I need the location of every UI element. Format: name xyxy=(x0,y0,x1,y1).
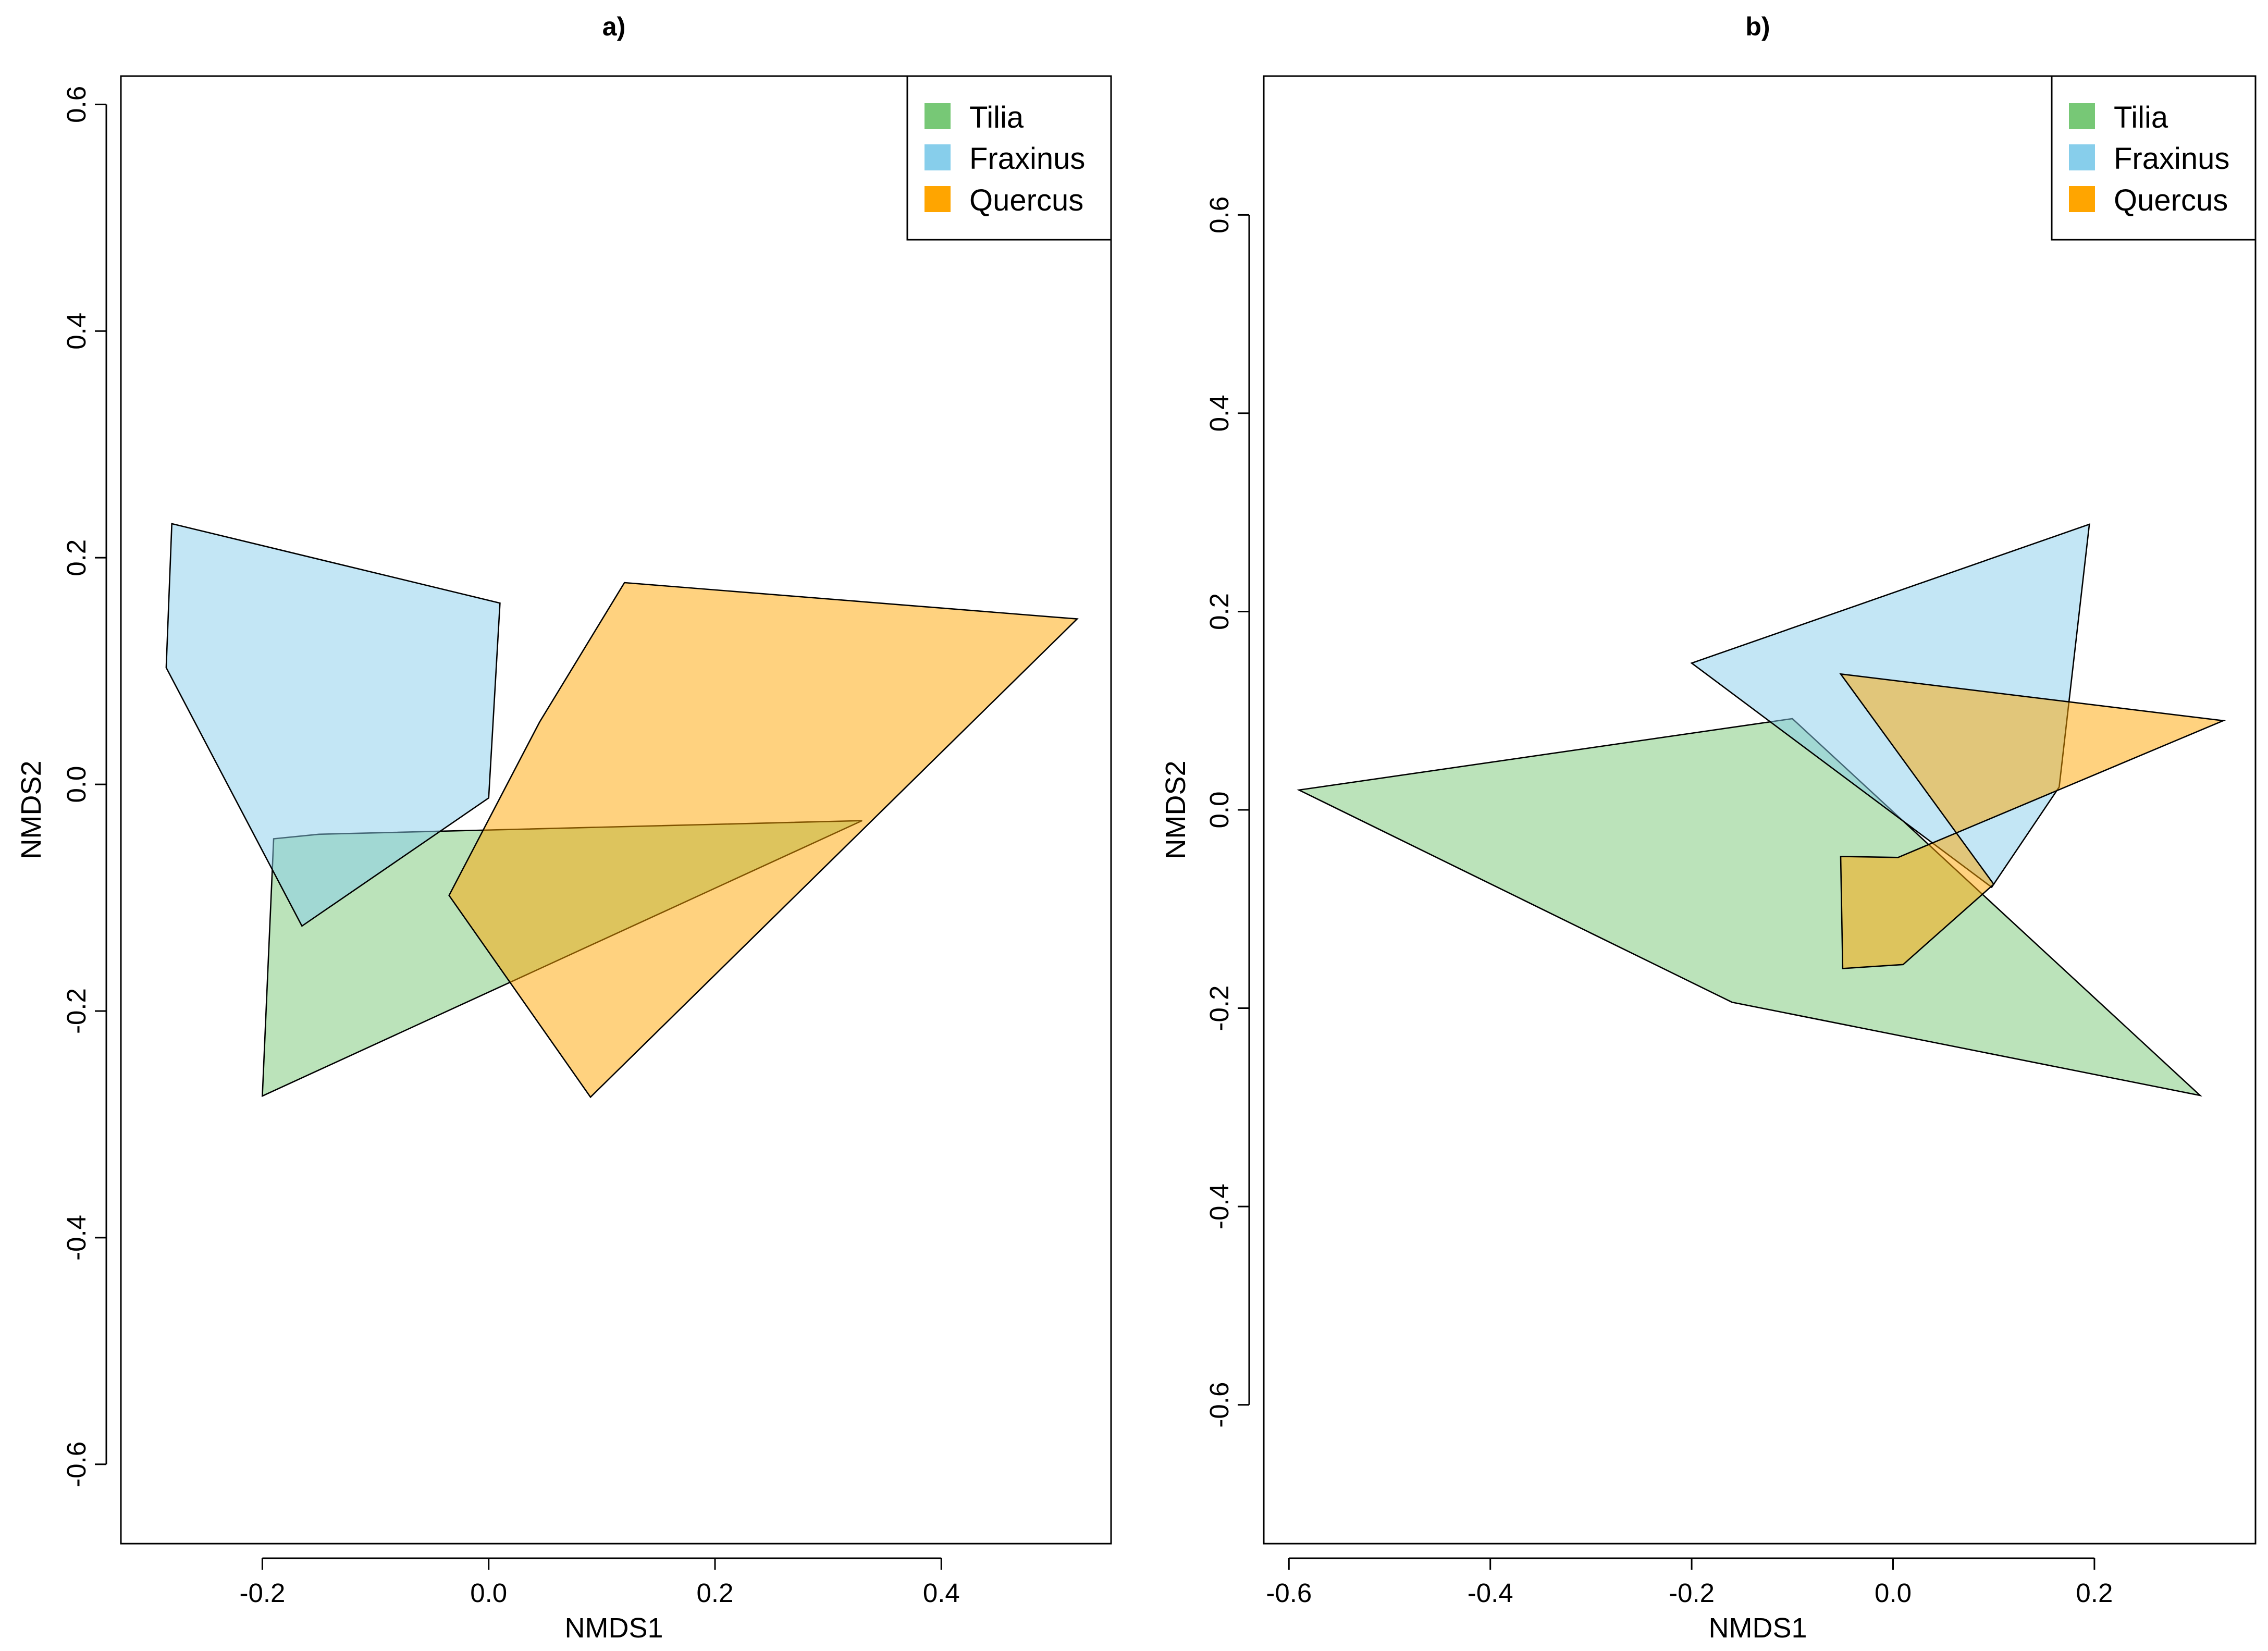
panel-b-x-tick-label: -0.4 xyxy=(1468,1578,1513,1608)
panel-a-plot-frame xyxy=(120,75,1112,1545)
panel-a-legend-swatch-tilia xyxy=(925,103,951,129)
panel-b-y-tick-label: -0.6 xyxy=(1204,1382,1234,1428)
panel-b-y-tick-label: -0.2 xyxy=(1204,985,1234,1031)
panel-b-x-axis-label: NMDS1 xyxy=(1708,1612,1807,1644)
panel-a: a) -0.2 0.0 0.2 0.4 -0.6 -0.4 -0.2 0.0 0.2 0.4 0.6… xyxy=(16,12,1112,1644)
panel-b: b) -0.6 -0.4 -0.2 0.0 0.2 -0.6 -0.4 -0.2 0.0 0.2 0… xyxy=(1160,12,2257,1644)
panel-a-x-axis-label: NMDS1 xyxy=(564,1612,663,1644)
panel-b-y-tick-label: 0.6 xyxy=(1204,196,1234,233)
panel-a-hull-quercus xyxy=(448,582,1079,1099)
panel-b-x-tick-label: 0.0 xyxy=(1875,1578,1912,1608)
panel-a-y-tick-label: 0.6 xyxy=(61,86,91,123)
panel-a-y-axis-label: NMDS2 xyxy=(16,760,47,859)
panel-a-y-tick-label: 0.2 xyxy=(61,539,91,576)
panel-a-legend-label-fraxinus: Fraxinus xyxy=(969,142,1085,176)
panel-a-y-tick-label: -0.4 xyxy=(61,1215,91,1261)
panel-a-legend-label-quercus: Quercus xyxy=(969,183,1083,217)
panel-a-axes: -0.2 0.0 0.2 0.4 -0.6 -0.4 -0.2 0.0 0.2 0.4 0.6 xyxy=(61,86,960,1608)
panel-b-y-tick-label: 0.2 xyxy=(1204,593,1234,630)
panel-b-plot-frame xyxy=(1263,75,2257,1545)
panel-b-legend-swatch-tilia xyxy=(2069,103,2095,129)
panel-a-x-tick-label: 0.2 xyxy=(697,1578,734,1608)
panel-b-legend-label-fraxinus: Fraxinus xyxy=(2114,142,2229,176)
panel-b-hulls xyxy=(1297,523,2226,1097)
panel-b-legend: Tilia Fraxinus Quercus xyxy=(2051,75,2257,241)
panel-a-y-tick-label: 0.4 xyxy=(61,313,91,350)
panel-b-legend-label-quercus: Quercus xyxy=(2114,183,2228,217)
panel-a-x-tick-label: 0.0 xyxy=(470,1578,507,1608)
panel-b-y-axis-label: NMDS2 xyxy=(1160,760,1191,859)
panel-b-x-tick-label: 0.2 xyxy=(2076,1578,2113,1608)
panel-a-legend: Tilia Fraxinus Quercus xyxy=(906,75,1112,241)
panel-b-hull-tilia xyxy=(1297,718,2202,1097)
panel-b-axes: -0.6 -0.4 -0.2 0.0 0.2 -0.6 -0.4 -0.2 0.0 0.2 0.4 0… xyxy=(1204,196,2113,1608)
panel-b-hull-quercus xyxy=(1839,673,2226,969)
panel-b-y-tick-label: -0.4 xyxy=(1204,1184,1234,1229)
panel-a-legend-label-tilia: Tilia xyxy=(969,101,1024,134)
panel-a-legend-swatch-quercus xyxy=(925,186,951,212)
panel-b-legend-label-tilia: Tilia xyxy=(2114,101,2168,134)
panel-b-y-tick-label: 0.0 xyxy=(1204,792,1234,829)
panel-a-y-tick-label: -0.6 xyxy=(61,1441,91,1487)
panel-b-x-tick-label: -0.6 xyxy=(1266,1578,1312,1608)
panel-b-y-tick-label: 0.4 xyxy=(1204,395,1234,432)
panel-b-legend-swatch-quercus xyxy=(2069,186,2095,212)
panel-a-x-tick-label: 0.4 xyxy=(923,1578,960,1608)
panel-b-legend-swatch-fraxinus xyxy=(2069,144,2095,170)
panel-a-hulls xyxy=(165,523,1079,1099)
panel-b-x-tick-label: -0.2 xyxy=(1669,1578,1715,1608)
panel-a-legend-swatch-fraxinus xyxy=(925,144,951,170)
panel-a-y-tick-label: -0.2 xyxy=(61,988,91,1034)
panel-a-y-tick-label: 0.0 xyxy=(61,766,91,803)
panel-a-hull-fraxinus xyxy=(165,523,501,927)
panel-a-title: a) xyxy=(602,12,625,41)
panel-b-title: b) xyxy=(1745,12,1770,41)
panel-a-x-tick-label: -0.2 xyxy=(239,1578,285,1608)
